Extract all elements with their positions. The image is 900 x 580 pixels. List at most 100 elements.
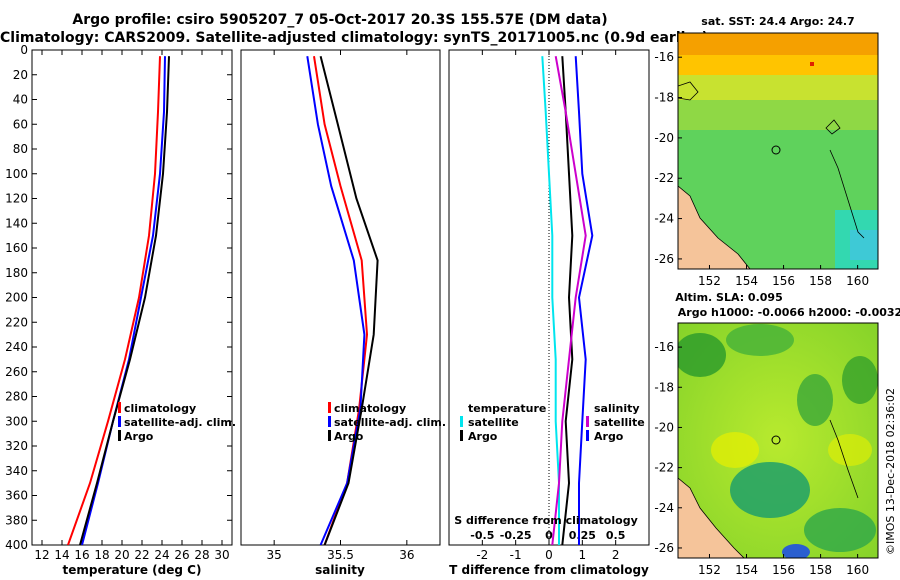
lat-tick-label: -20 bbox=[654, 131, 674, 145]
x-tick-label: 16 bbox=[74, 548, 89, 562]
legend-label-satellite: satellite-adj. clim. bbox=[334, 416, 446, 429]
sla-low-6 bbox=[804, 508, 876, 552]
lat-tick-label: -18 bbox=[654, 91, 674, 105]
legend-swatch-argo bbox=[118, 430, 121, 441]
sla-map-image bbox=[678, 323, 878, 558]
lat-tick-label: -22 bbox=[654, 461, 674, 475]
sst-warm-band bbox=[678, 33, 878, 55]
chart-title-line2: Climatology: CARS2009. Satellite-adjuste… bbox=[0, 30, 709, 46]
sst-map-title: sat. SST: 24.4 Argo: 24.7 bbox=[701, 15, 854, 28]
sst-hot-pixel bbox=[810, 62, 814, 66]
legend-label-t-satellite: satellite bbox=[468, 416, 519, 429]
y-tick-label: 200 bbox=[5, 291, 28, 305]
lon-tick-label: 158 bbox=[809, 563, 832, 577]
sla-bathymetry-contour bbox=[829, 419, 859, 499]
salinity-panel: 35 35.5 36 salinity climatology satellite-… bbox=[240, 49, 446, 577]
x-tick-label: 1 bbox=[579, 548, 587, 562]
legend-swatch-satellite bbox=[118, 416, 121, 427]
lon-tick-label: 158 bbox=[809, 274, 832, 288]
lon-tick-label: 154 bbox=[735, 563, 758, 577]
sst-reef-contour bbox=[825, 119, 841, 135]
s-diff-tick-label: -0.25 bbox=[500, 529, 532, 542]
legend-label-argo: Argo bbox=[124, 430, 154, 443]
legend-swatch-climatology bbox=[328, 402, 331, 413]
s-diff-tick-label: 0.25 bbox=[569, 529, 596, 542]
sla-low-7 bbox=[782, 544, 810, 558]
sla-low-3 bbox=[797, 374, 833, 426]
difference-xlabel: T difference from climatology bbox=[449, 563, 649, 577]
series-t-argo bbox=[561, 56, 574, 545]
lon-tick-label: 152 bbox=[698, 274, 721, 288]
sst-bathymetry-contour bbox=[829, 149, 865, 239]
temperature-x-axis: 12 14 16 18 20 22 24 26 28 30 bbox=[34, 50, 230, 562]
temperature-legend: climatology satellite-adj. clim. Argo bbox=[118, 402, 236, 443]
lon-tick-label: 154 bbox=[735, 274, 758, 288]
lon-tick-label: 160 bbox=[846, 274, 869, 288]
sla-low-4 bbox=[842, 356, 878, 404]
sst-warm-band-2 bbox=[678, 55, 878, 75]
salinity-legend: climatology satellite-adj. clim. Argo bbox=[328, 402, 446, 443]
y-tick-label: 180 bbox=[5, 266, 28, 280]
y-tick-label: 160 bbox=[5, 241, 28, 255]
y-tick-label: 80 bbox=[13, 142, 28, 156]
legend-label-t-argo: Argo bbox=[468, 430, 498, 443]
x-tick-label: 26 bbox=[174, 548, 189, 562]
y-tick-label: 300 bbox=[5, 414, 28, 428]
salinity-xlabel: salinity bbox=[315, 563, 365, 577]
x-tick-label: 14 bbox=[54, 548, 69, 562]
y-tick-label: 220 bbox=[5, 315, 28, 329]
difference-xlabel-top: S difference from climatology bbox=[454, 514, 638, 527]
sst-map-image bbox=[678, 33, 878, 269]
y-tick-label: 240 bbox=[5, 340, 28, 354]
legend-swatch-s-argo bbox=[586, 430, 589, 441]
series-t-satellite bbox=[541, 56, 560, 545]
x-tick-label: 2 bbox=[612, 548, 620, 562]
y-tick-label: 380 bbox=[5, 513, 28, 527]
x-tick-label: -2 bbox=[476, 548, 488, 562]
lat-tick-label: -24 bbox=[654, 501, 674, 515]
x-tick-label: 18 bbox=[94, 548, 109, 562]
y-tick-label: 340 bbox=[5, 464, 28, 478]
difference-legend-temperature: temperature satellite Argo bbox=[460, 402, 546, 443]
x-tick-label: 12 bbox=[34, 548, 49, 562]
y-tick-label: 320 bbox=[5, 439, 28, 453]
salinity-lines bbox=[306, 55, 379, 545]
x-tick-label: 35.5 bbox=[327, 548, 354, 562]
temperature-panel: 0204060801001201401601802002202402602803… bbox=[5, 43, 649, 577]
series-satellite-adj-clim- bbox=[306, 56, 366, 545]
legend-label-climatology: climatology bbox=[334, 402, 406, 415]
sla-map-title: Altim. SLA: 0.095 bbox=[675, 291, 782, 304]
x-tick-label: 24 bbox=[154, 548, 169, 562]
sst-map-axes: 152 154 156 158 160 -16 -18 -20 -22 -24 -26 bbox=[654, 50, 869, 288]
legend-swatch-climatology bbox=[118, 402, 121, 413]
legend-swatch-t-argo bbox=[460, 430, 463, 441]
sst-cool-patch-2 bbox=[850, 230, 878, 260]
y-tick-label: 60 bbox=[13, 117, 28, 131]
sla-low-1 bbox=[678, 333, 726, 377]
sst-map-panel: 152 154 156 158 160 -16 -18 -20 -22 -24 -26 sat. S… bbox=[654, 15, 879, 288]
difference-panel: -2 -1 0 1 2 -0.5 -0.25 0 0.25 0.5 T difference fr… bbox=[448, 49, 650, 577]
sla-low-2 bbox=[726, 324, 794, 356]
s-diff-tick-label: 0.5 bbox=[606, 529, 626, 542]
x-tick-label: 20 bbox=[114, 548, 129, 562]
s-diff-tick-label: -0.5 bbox=[470, 529, 494, 542]
difference-lines bbox=[541, 56, 594, 545]
sla-map-subtitle: Argo h1000: -0.0066 h2000: -0.0032 bbox=[678, 306, 900, 319]
sla-high-2 bbox=[828, 434, 872, 466]
x-tick-label: 28 bbox=[194, 548, 209, 562]
y-tick-label: 400 bbox=[5, 538, 28, 552]
temperature-lines bbox=[67, 56, 170, 545]
series-s-satellite bbox=[551, 56, 587, 545]
x-tick-label: 35 bbox=[267, 548, 282, 562]
sla-map-frame bbox=[677, 322, 879, 559]
lat-tick-label: -16 bbox=[654, 50, 674, 64]
lat-tick-label: -26 bbox=[654, 252, 674, 266]
sst-mid-band-2 bbox=[678, 100, 878, 130]
lat-tick-label: -24 bbox=[654, 212, 674, 226]
legend-header-salinity: salinity bbox=[594, 402, 640, 415]
lon-tick-label: 156 bbox=[772, 274, 795, 288]
s-diff-tick-label: 0 bbox=[545, 529, 553, 542]
legend-swatch-t-satellite bbox=[460, 416, 463, 427]
sst-map-frame bbox=[677, 32, 879, 270]
